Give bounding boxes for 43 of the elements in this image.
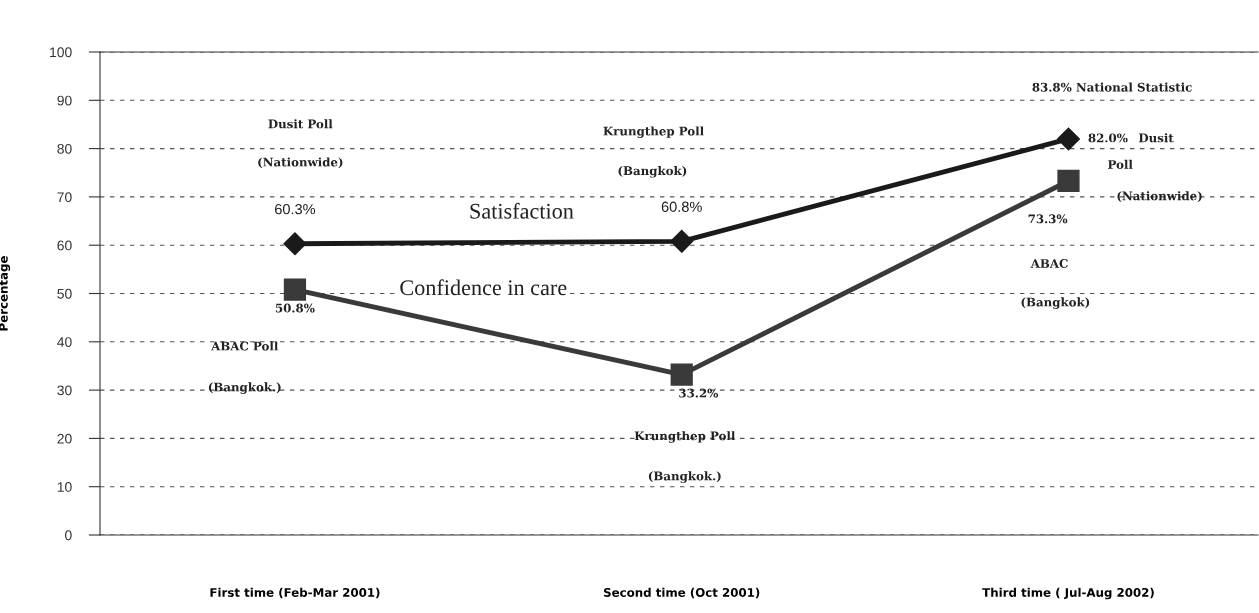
y-tick-label: 10 (57, 482, 72, 492)
annotation: Krungthep Poll (603, 126, 704, 138)
y-tick-label: 80 (57, 143, 72, 154)
y-tick-label: 60 (57, 240, 72, 251)
data-label: 60.3% (275, 204, 316, 215)
data-label: 33.2% (679, 388, 719, 398)
x-tick-label: Second time (Oct 2001) (603, 587, 760, 599)
point (1056, 127, 1080, 151)
annotation: (Bangkok.) (208, 382, 281, 394)
y-tick-label: 50 (57, 288, 72, 299)
y-tick-label: 70 (57, 192, 72, 203)
point (670, 229, 694, 253)
y-tick-label: 30 (57, 385, 72, 396)
point (670, 363, 693, 386)
y-tick-label: 0 (65, 530, 72, 541)
data-label: 73.3% (1028, 214, 1068, 224)
y-tick-label: 20 (57, 433, 72, 444)
y-tick-label: 90 (57, 95, 72, 106)
annotation: ABAC Poll (211, 341, 279, 351)
point (283, 232, 307, 256)
y-axis-title: Percentage (0, 256, 11, 331)
annotation: 83.8% National Statistic (1032, 82, 1192, 92)
x-tick-label: Third time ( Jul-Aug 2002) (982, 587, 1154, 600)
annotation: Poll (1108, 159, 1133, 169)
point (283, 278, 307, 301)
data-label: 82.0% (1088, 133, 1128, 143)
data-label: 60.8% (661, 201, 702, 212)
y-tick-label: 40 (57, 337, 72, 347)
annotation: Dusit Poll (268, 119, 333, 129)
annotation: (Nationwide) (258, 157, 343, 169)
annotation: Dusit (1138, 133, 1174, 143)
annotation: ABAC (1030, 259, 1068, 268)
series-label: Satisfaction (470, 202, 574, 219)
series-label: Confidence in care (400, 279, 567, 296)
annotation: (Bangkok.) (648, 471, 721, 483)
annotation: (Bangkok) (618, 165, 687, 178)
x-tick-label: First time (Feb-Mar 2001) (210, 587, 380, 599)
annotation: Krungthep Poll (634, 431, 736, 443)
annotation: (Bangkok) (1021, 297, 1090, 309)
data-label: 50.8% (275, 303, 315, 313)
point (1057, 169, 1080, 193)
annotation: (Nationwide) (1117, 191, 1202, 202)
y-tick-label: 100 (50, 47, 72, 58)
